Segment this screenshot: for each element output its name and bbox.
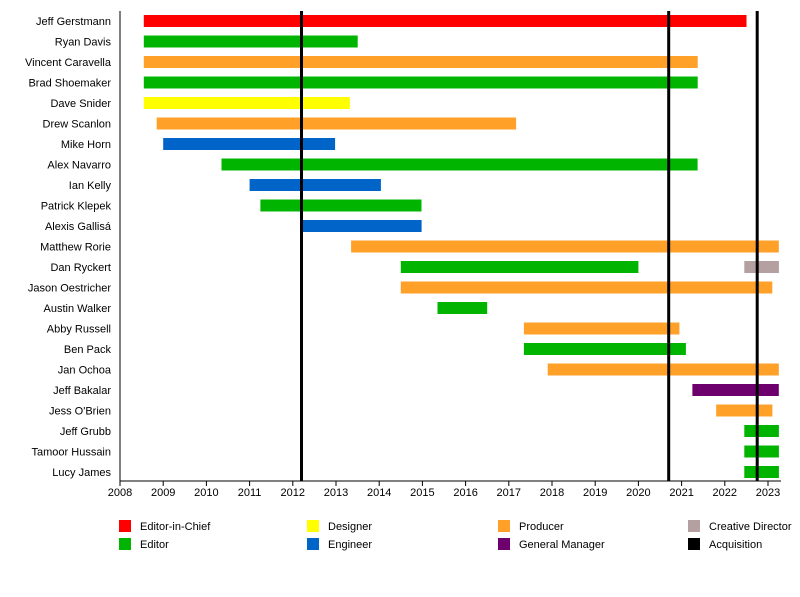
legend-item-engineer: Engineer xyxy=(307,538,372,551)
legend-label-designer: Designer xyxy=(328,521,372,533)
legend: Editor-in-Chief Designer Producer Creative … xyxy=(119,520,792,551)
label-abby-russell: Abby Russell xyxy=(47,324,111,336)
bar-lucy-james-editor xyxy=(744,466,779,478)
bar-ian-kelly-engineer xyxy=(249,179,381,191)
bar-dan-ryckert-editor xyxy=(400,261,639,273)
label-austin-walker: Austin Walker xyxy=(44,303,112,315)
legend-swatch-producer xyxy=(498,520,510,532)
label-dave-snider: Dave Snider xyxy=(50,98,111,110)
label-jess-o-brien: Jess O'Brien xyxy=(49,406,111,418)
bar-jeff-bakalar-general-manager xyxy=(692,384,779,396)
bar-vincent-caravella-producer xyxy=(143,56,698,68)
x-tick-label-2013: 2013 xyxy=(324,487,348,499)
acquisition-lines-layer xyxy=(300,11,759,481)
legend-item-producer: Producer xyxy=(498,520,564,533)
bar-austin-walker-editor xyxy=(437,302,488,314)
legend-label-editor: Editor xyxy=(140,539,169,551)
bar-drew-scanlon-producer xyxy=(156,117,517,130)
bars-layer xyxy=(143,15,779,478)
bar-dave-snider-designer xyxy=(143,97,350,109)
label-jan-ochoa: Jan Ochoa xyxy=(58,365,112,377)
x-tick-label-2022: 2022 xyxy=(713,487,737,499)
label-ryan-davis: Ryan Davis xyxy=(55,37,112,49)
bar-patrick-klepek-editor xyxy=(260,199,422,212)
label-lucy-james: Lucy James xyxy=(52,467,111,479)
x-tick-label-2020: 2020 xyxy=(626,487,650,499)
legend-label-general-manager: General Manager xyxy=(519,539,605,551)
x-tick-label-2008: 2008 xyxy=(108,487,132,499)
legend-item-creative-director: Creative Director xyxy=(688,520,792,533)
bar-matthew-rorie-producer xyxy=(351,240,779,253)
legend-swatch-engineer xyxy=(307,538,319,550)
x-tick-label-2012: 2012 xyxy=(281,487,305,499)
x-tick-label-2023: 2023 xyxy=(756,487,780,499)
legend-swatch-editor-in-chief xyxy=(119,520,131,532)
x-tick-label-2018: 2018 xyxy=(540,487,564,499)
label-jeff-gerstmann: Jeff Gerstmann xyxy=(36,16,111,28)
x-axis: 2008 2009 2010 2011 2012 2013 2014 2015 2016 2017… xyxy=(108,11,781,499)
x-tick-label-2016: 2016 xyxy=(453,487,477,499)
bar-jeff-gerstmann-editor-in-chief xyxy=(143,15,747,27)
name-labels-layer: Jeff Gerstmann Ryan Davis Vincent Caravell… xyxy=(25,16,112,479)
x-tick-label-2014: 2014 xyxy=(367,487,391,499)
bar-dan-ryckert-creative-director-1 xyxy=(744,261,779,273)
bar-tamoor-hussain-editor xyxy=(744,445,779,458)
legend-label-engineer: Engineer xyxy=(328,539,372,551)
label-ben-pack: Ben Pack xyxy=(64,344,112,356)
label-ian-kelly: Ian Kelly xyxy=(69,180,112,192)
label-mike-horn: Mike Horn xyxy=(61,139,111,151)
label-alex-navarro: Alex Navarro xyxy=(47,160,111,172)
label-dan-ryckert: Dan Ryckert xyxy=(50,262,111,274)
bar-mike-horn-engineer xyxy=(163,138,336,150)
label-matthew-rorie: Matthew Rorie xyxy=(40,242,111,254)
label-patrick-klepek: Patrick Klepek xyxy=(41,201,112,213)
label-jeff-bakalar: Jeff Bakalar xyxy=(53,385,111,397)
label-jeff-grubb: Jeff Grubb xyxy=(60,426,111,438)
x-tick-label-2021: 2021 xyxy=(669,487,693,499)
bar-jess-o-brien-producer xyxy=(716,404,773,417)
x-tick-label-2011: 2011 xyxy=(238,487,262,499)
legend-label-producer: Producer xyxy=(519,521,564,533)
bar-brad-shoemaker-editor xyxy=(143,76,698,89)
legend-swatch-creative-director xyxy=(688,520,700,532)
x-tick-label-2009: 2009 xyxy=(151,487,175,499)
legend-item-designer: Designer xyxy=(307,520,372,533)
bar-jeff-grubb-editor xyxy=(744,425,779,437)
legend-swatch-editor xyxy=(119,538,131,550)
bar-jan-ochoa-producer xyxy=(547,363,779,376)
label-vincent-caravella: Vincent Caravella xyxy=(25,57,112,69)
legend-swatch-designer xyxy=(307,520,319,532)
label-brad-shoemaker: Brad Shoemaker xyxy=(28,78,111,90)
legend-label-editor-in-chief: Editor-in-Chief xyxy=(140,521,211,533)
legend-item-editor: Editor xyxy=(119,538,169,551)
label-tamoor-hussain: Tamoor Hussain xyxy=(32,447,111,459)
x-tick-label-2010: 2010 xyxy=(194,487,218,499)
bar-alexis-gallis-engineer xyxy=(301,220,422,232)
legend-label-acquisition: Acquisition xyxy=(709,539,762,551)
legend-item-general-manager: General Manager xyxy=(498,538,605,551)
legend-swatch-general-manager xyxy=(498,538,510,550)
x-tick-label-2015: 2015 xyxy=(410,487,434,499)
label-jason-oestricher: Jason Oestricher xyxy=(28,283,111,295)
bar-abby-russell-producer xyxy=(523,322,680,335)
label-drew-scanlon: Drew Scanlon xyxy=(43,119,111,131)
bar-alex-navarro-editor xyxy=(221,158,698,171)
x-tick-label-2017: 2017 xyxy=(497,487,521,499)
bar-ryan-davis-editor xyxy=(143,35,358,48)
legend-item-acquisition: Acquisition xyxy=(688,538,762,551)
bar-ben-pack-editor xyxy=(523,343,686,355)
x-tick-label-2019: 2019 xyxy=(583,487,607,499)
legend-swatch-acquisition xyxy=(688,538,700,550)
legend-item-editor-in-chief: Editor-in-Chief xyxy=(119,520,211,533)
legend-label-creative-director: Creative Director xyxy=(709,521,792,533)
label-alexis-gallis: Alexis Gallisá xyxy=(45,221,112,233)
bar-jason-oestricher-producer xyxy=(400,281,773,294)
